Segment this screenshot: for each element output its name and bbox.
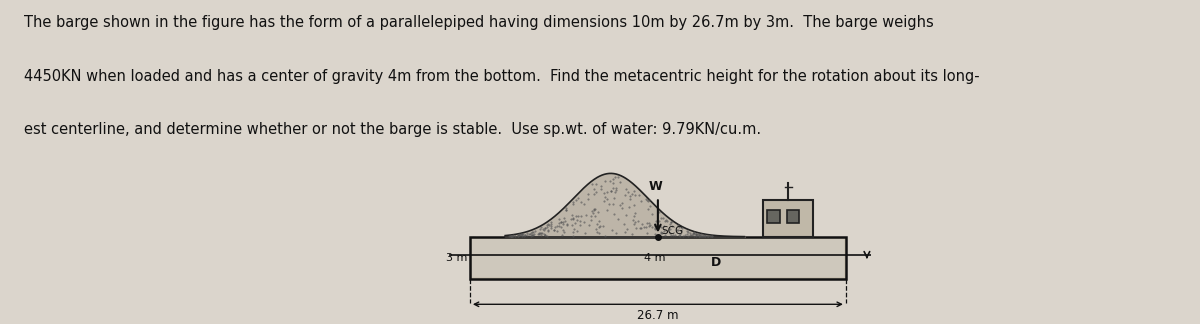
Text: 3 m: 3 m: [445, 253, 467, 263]
Text: SCG: SCG: [661, 226, 684, 236]
Bar: [472, 239, 844, 277]
Text: The barge shown in the figure has the form of a parallelepiped having dimensions: The barge shown in the figure has the fo…: [24, 15, 934, 30]
Bar: [787, 210, 799, 223]
Bar: [470, 237, 846, 279]
Bar: [767, 210, 780, 223]
Text: W: W: [649, 180, 662, 193]
Text: D: D: [712, 256, 721, 269]
Text: 4450KN when loaded and has a center of gravity 4m from the bottom.  Find the met: 4450KN when loaded and has a center of g…: [24, 69, 979, 84]
Text: est centerline, and determine whether or not the barge is stable.  Use sp.wt. of: est centerline, and determine whether or…: [24, 122, 761, 137]
Bar: [763, 200, 814, 237]
Text: 26.7 m: 26.7 m: [637, 309, 679, 322]
Text: 4 m: 4 m: [644, 253, 665, 263]
